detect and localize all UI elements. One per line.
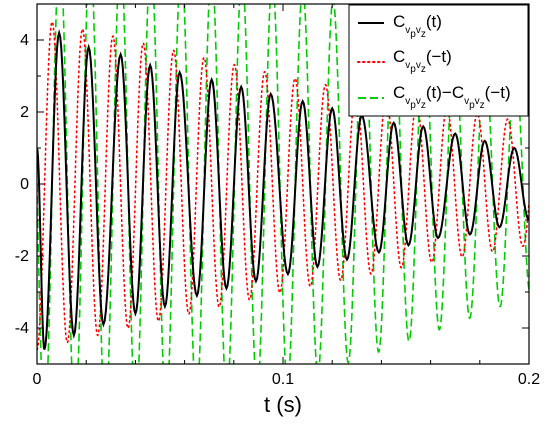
series-layer	[37, 4, 529, 364]
legend-label-series-1: Cvpvz(t)	[393, 12, 442, 40]
legend: Cvpvz(t) Cvpvz(−t) Cvpvz(t)−Cvpvz(−t)	[348, 4, 529, 117]
x-tick-label: 0.1	[272, 371, 294, 388]
series-line-2	[37, 21, 529, 351]
x-tick-label: 0.2	[518, 371, 540, 388]
series-line-1	[37, 28, 529, 350]
ticks-layer: 0 0.1 0.2 -4 -2 0 2 4	[15, 3, 540, 388]
x-axis-title: t (s)	[264, 392, 302, 417]
y-tick-label: 0	[20, 176, 29, 193]
legend-label-series-2: Cvpvz(−t)	[393, 47, 452, 75]
legend-label-series-3: Cvpvz(t)−Cvpvz(−t)	[393, 83, 511, 111]
y-tick-label: -4	[15, 320, 29, 337]
y-tick-label: 2	[20, 104, 29, 121]
x-tick-label: 0	[33, 371, 42, 388]
y-tick-label: -2	[15, 248, 29, 265]
y-tick-label: 4	[20, 32, 29, 49]
